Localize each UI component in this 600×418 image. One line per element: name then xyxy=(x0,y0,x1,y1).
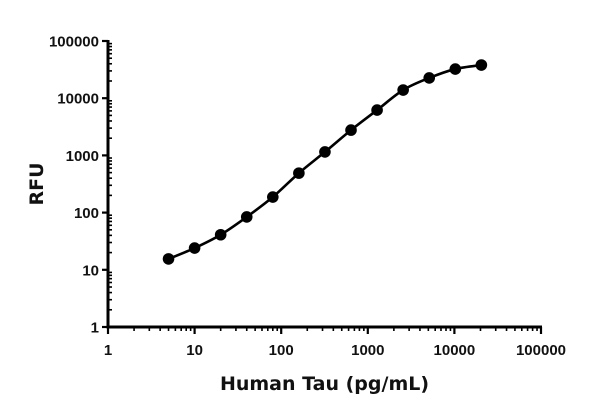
y-tick-label: 1 xyxy=(91,320,99,337)
x-tick-label: 10 xyxy=(186,342,203,359)
data-point xyxy=(449,63,462,75)
x-axis: 1 10 100 1000 10000 100000 xyxy=(104,325,566,359)
data-point xyxy=(293,167,305,179)
x-tick-label: 1 xyxy=(104,342,112,359)
data-point xyxy=(423,72,436,84)
x-tick-label: 100 xyxy=(269,342,294,359)
y-axis-title: RFU xyxy=(26,162,48,205)
data-point xyxy=(397,84,409,96)
y-tick-label: 100000 xyxy=(49,34,99,51)
y-tick-label: 100 xyxy=(74,205,99,222)
x-tick-label: 10000 xyxy=(434,342,476,359)
y-axis: 1 10 100 1000 10000 100000 xyxy=(49,34,112,337)
data-point xyxy=(475,59,488,71)
data-point xyxy=(267,191,279,203)
x-axis-title: Human Tau (pg/mL) xyxy=(220,373,429,395)
y-tick-label: 1000 xyxy=(66,148,99,165)
data-point xyxy=(188,242,201,254)
data-points xyxy=(162,59,488,265)
data-point xyxy=(371,104,383,116)
data-point xyxy=(319,146,331,158)
y-tick-label: 10 xyxy=(82,262,99,279)
x-tick-label: 1000 xyxy=(351,342,384,359)
fitted-curve-line xyxy=(168,63,482,261)
data-point xyxy=(345,124,357,136)
data-point xyxy=(162,253,175,265)
data-point xyxy=(240,211,253,223)
data-point xyxy=(214,228,227,241)
y-tick-label: 10000 xyxy=(57,91,99,108)
x-tick-label: 100000 xyxy=(516,342,566,359)
